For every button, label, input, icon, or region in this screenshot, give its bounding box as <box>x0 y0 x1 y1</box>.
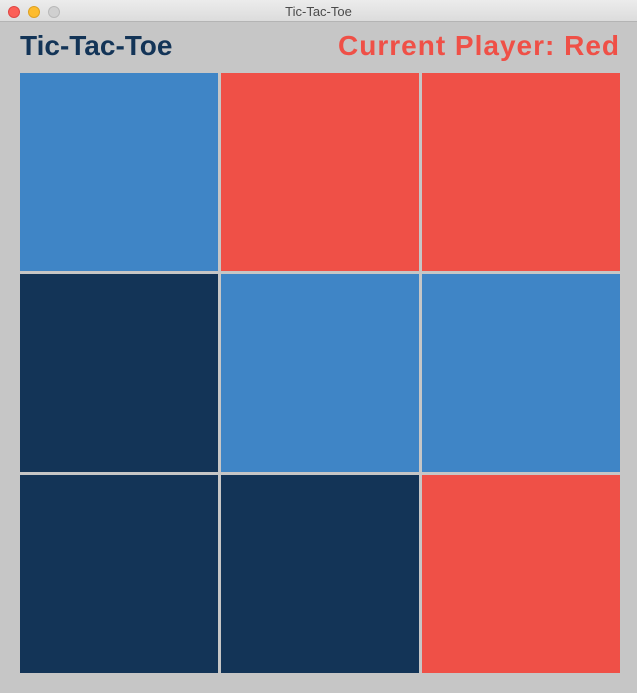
board-cell-r2-c3[interactable] <box>422 274 620 472</box>
minimize-window-button[interactable] <box>28 6 40 18</box>
zoom-window-button[interactable] <box>48 6 60 18</box>
window-title: Tic-Tac-Toe <box>285 4 352 19</box>
board-cell-r2-c2[interactable] <box>221 274 419 472</box>
app-title: Tic-Tac-Toe <box>20 30 173 61</box>
title-bar[interactable]: Tic-Tac-Toe <box>0 0 637 22</box>
board-cell-r1-c1[interactable] <box>20 73 218 271</box>
board-cell-r3-c2[interactable] <box>221 475 419 673</box>
close-window-button[interactable] <box>8 6 20 18</box>
board-cell-r3-c1[interactable] <box>20 475 218 673</box>
current-player-label: Current Player: Red <box>338 30 620 61</box>
board-cell-r2-c1[interactable] <box>20 274 218 472</box>
game-board <box>20 73 620 673</box>
board-cell-r1-c3[interactable] <box>422 73 620 271</box>
board-cell-r3-c3[interactable] <box>422 475 620 673</box>
board-cell-r1-c2[interactable] <box>221 73 419 271</box>
header: Tic-Tac-Toe Current Player: Red <box>20 30 620 66</box>
